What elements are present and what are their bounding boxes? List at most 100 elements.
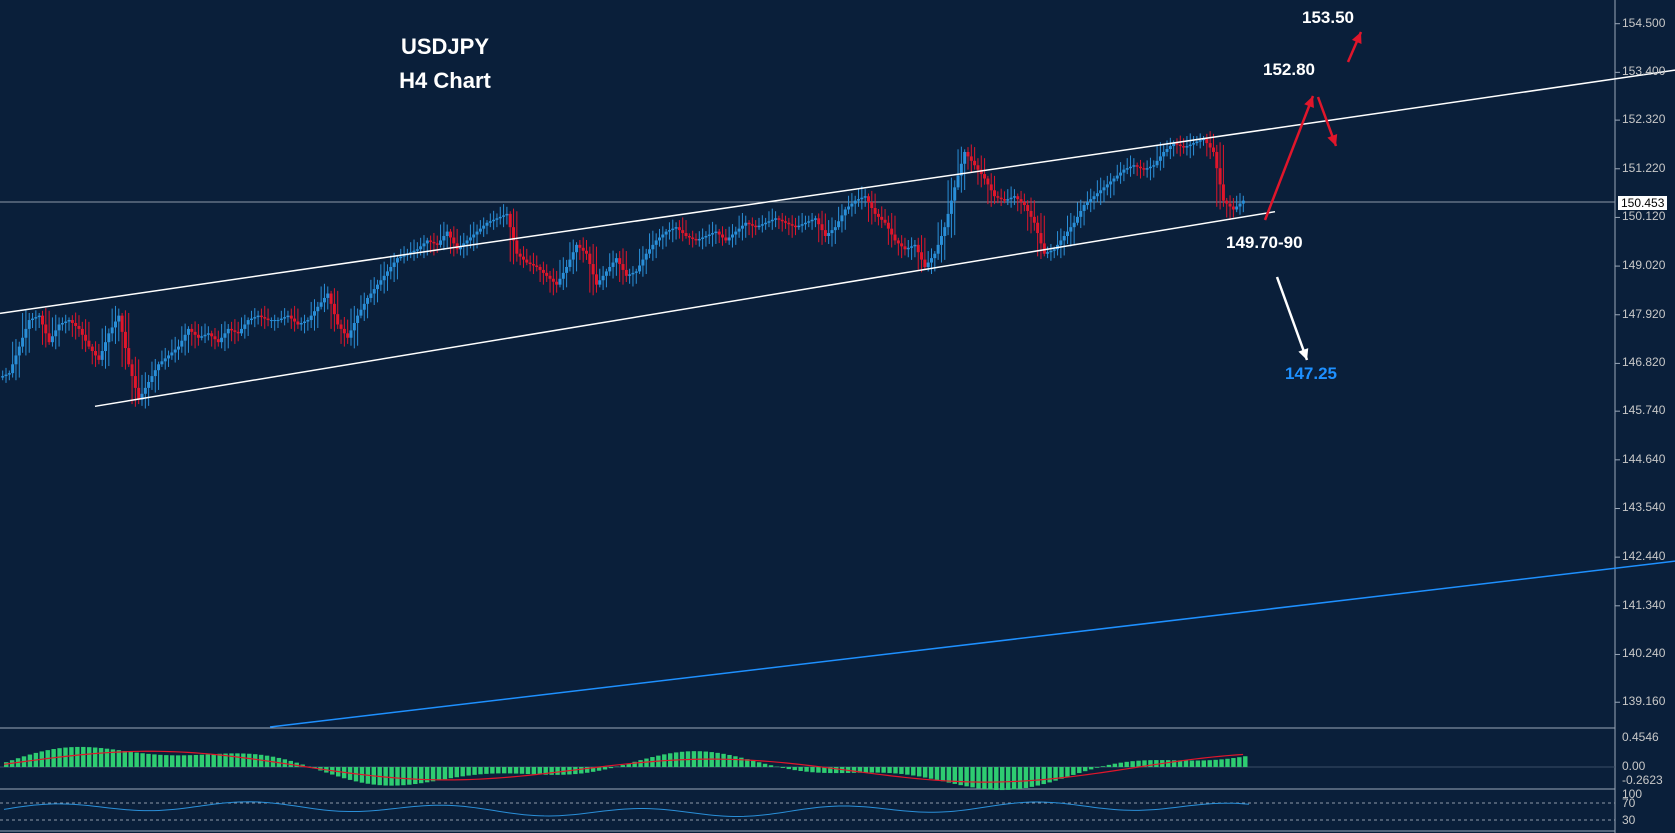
- macd-bar: [81, 746, 86, 767]
- candle-body: [1022, 202, 1026, 206]
- candle-body: [236, 331, 240, 334]
- candle-body: [362, 303, 366, 310]
- candle-body: [1039, 233, 1043, 244]
- candle-body: [54, 330, 58, 337]
- macd-bar: [1100, 766, 1106, 767]
- macd-bar: [822, 767, 827, 773]
- arrow-down-to-147: [1275, 276, 1309, 361]
- candle-body: [226, 328, 230, 334]
- candle-body: [1198, 140, 1202, 142]
- annotation-target-mid: 152.80: [1263, 60, 1315, 79]
- candle-body: [389, 266, 393, 272]
- annotation-target-low: 147.25: [1285, 364, 1337, 383]
- candle-body: [90, 346, 94, 352]
- candle-body: [920, 252, 924, 260]
- candle-body: [342, 328, 346, 334]
- macd-bar: [1094, 767, 1100, 768]
- macd-bar: [63, 747, 68, 767]
- chart-timeframe: H4 Chart: [399, 68, 491, 93]
- candle-body: [634, 271, 638, 273]
- candle-body: [220, 337, 224, 343]
- candle-body: [429, 240, 433, 242]
- macd-bar: [537, 767, 542, 775]
- candle-body: [727, 237, 731, 241]
- candle-body: [900, 243, 904, 247]
- candle-body: [959, 163, 963, 176]
- candle-body: [910, 246, 914, 248]
- candle-body: [14, 355, 18, 365]
- price-tick-label: 143.540: [1622, 500, 1666, 515]
- candle-body: [193, 331, 197, 335]
- candle-body: [425, 240, 429, 244]
- candle-body: [866, 196, 870, 203]
- candle-body: [820, 224, 824, 231]
- candle-body: [422, 243, 426, 247]
- candle-body: [40, 315, 44, 325]
- candle-body: [203, 334, 207, 337]
- macd-bar: [1088, 767, 1094, 770]
- macd-bar: [1207, 760, 1212, 767]
- candle-body: [830, 230, 834, 234]
- rsi-tick-label: 70: [1622, 796, 1636, 810]
- candle-body: [611, 262, 615, 267]
- macd-bar: [170, 755, 175, 767]
- macd-tick-label: 0.4546: [1622, 730, 1659, 744]
- macd-bar: [620, 765, 625, 767]
- candle-body: [200, 336, 204, 338]
- candle-body: [1205, 138, 1209, 144]
- candle-body: [551, 278, 555, 282]
- macd-bar: [430, 767, 436, 782]
- macd-bar: [128, 751, 133, 767]
- macd-bar: [1154, 760, 1159, 767]
- candle-body: [34, 317, 38, 319]
- candle-body: [740, 225, 744, 229]
- macd-bar: [229, 753, 234, 767]
- macd-bar: [413, 767, 418, 785]
- macd-bar: [798, 767, 803, 771]
- candle-body: [545, 272, 549, 276]
- candle-body: [512, 227, 516, 241]
- candle-body: [27, 320, 31, 329]
- macd-bar: [1225, 758, 1230, 767]
- candle-body: [760, 224, 764, 226]
- candle-body: [1075, 216, 1079, 223]
- candle-body: [575, 244, 579, 253]
- candle-body: [803, 222, 807, 225]
- candle-body: [896, 240, 900, 244]
- candle-body: [568, 259, 572, 267]
- candle-body: [31, 318, 35, 321]
- macd-bar: [549, 767, 554, 775]
- macd-bar: [970, 767, 975, 788]
- candle-body: [256, 315, 260, 318]
- candle-body: [843, 209, 847, 216]
- channel-lower-line: [94, 210, 1276, 408]
- macd-bar: [1065, 767, 1070, 777]
- macd-bar: [751, 760, 756, 767]
- candle-body: [594, 274, 598, 285]
- candle-body: [963, 151, 967, 164]
- candle-body: [1099, 190, 1103, 194]
- macd-bar: [1106, 764, 1112, 767]
- candle-body: [233, 330, 237, 332]
- candle-body: [160, 361, 164, 365]
- candle-body: [926, 262, 930, 267]
- macd-bar: [478, 767, 483, 775]
- candle-body: [230, 328, 234, 331]
- candle-body: [754, 225, 758, 228]
- candle-body: [933, 253, 937, 259]
- candle-body: [966, 151, 970, 157]
- macd-bar: [442, 767, 448, 780]
- candle-body: [1019, 199, 1023, 203]
- candle-body: [770, 219, 774, 222]
- macd-bar: [484, 767, 489, 774]
- macd-bar: [934, 767, 940, 780]
- macd-bar: [733, 756, 738, 767]
- candle-body: [123, 331, 127, 349]
- candle-body: [870, 202, 874, 208]
- macd-bar: [1231, 758, 1236, 767]
- macd-bar: [454, 767, 459, 778]
- macd-bar: [1219, 759, 1224, 767]
- candle-body: [316, 306, 320, 312]
- candle-body: [263, 317, 267, 319]
